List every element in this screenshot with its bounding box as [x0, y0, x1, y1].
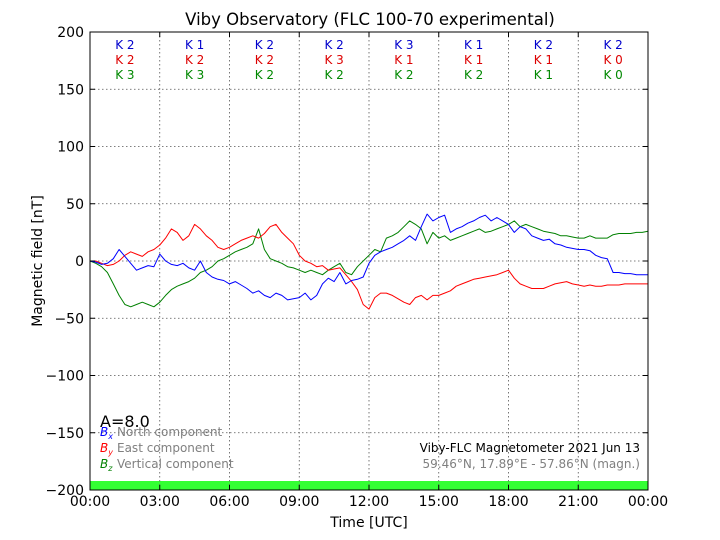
- x-axis-label: Time [UTC]: [329, 515, 407, 531]
- k-index-label: K 1: [534, 53, 553, 67]
- series-line: [89, 220, 649, 308]
- y-tick-labels: −200 −150 −100 −50 0 50 100 150 200: [46, 25, 84, 499]
- y-tick-label: 200: [57, 25, 84, 41]
- grid-lines: [90, 32, 648, 490]
- y-tick-label: −50: [54, 311, 84, 327]
- k-index-label: K 2: [464, 68, 483, 82]
- y-axis-label: Magnetic field [nT]: [30, 195, 46, 327]
- k-index-label: K 2: [534, 38, 553, 52]
- k-index-label: K 2: [324, 38, 343, 52]
- legend-label: Vertical component: [117, 457, 234, 471]
- k-index-label: K 2: [603, 38, 622, 52]
- x-tick-label: 12:00: [349, 494, 389, 510]
- x-tick-label: 18:00: [488, 494, 528, 510]
- k-index-label: K 1: [185, 38, 204, 52]
- series-line: [89, 213, 648, 301]
- y-tick-label: −150: [46, 426, 84, 442]
- k-index-label: K 2: [394, 68, 413, 82]
- k-index-label: K 3: [394, 38, 413, 52]
- k-index-label: K 1: [394, 53, 413, 67]
- x-tick-label: 15:00: [419, 494, 459, 510]
- y-tick-label: 0: [75, 254, 84, 270]
- x-tick-label: 00:00: [628, 494, 668, 510]
- x-tick-label: 00:00: [70, 494, 110, 510]
- y-tick-label: 150: [57, 82, 84, 98]
- x-tick-label: 09:00: [279, 494, 319, 510]
- k-index-label: K 2: [255, 38, 274, 52]
- legend-label: East component: [117, 441, 215, 455]
- x-tick-label: 21:00: [558, 494, 598, 510]
- legend-symbol: By: [100, 441, 113, 457]
- k-index-label: K 2: [115, 38, 134, 52]
- series-line: [90, 223, 648, 310]
- y-tick-label: 50: [66, 197, 84, 213]
- series-lines: [89, 213, 649, 310]
- y-tick-label: 100: [57, 140, 84, 156]
- x-tick-label: 03:00: [140, 494, 180, 510]
- x-tick-labels: 00:00 03:00 06:00 09:00 12:00 15:00 18:00 21:00…: [70, 494, 668, 510]
- k-index-label: K 2: [115, 53, 134, 67]
- k-index-label: K 0: [603, 68, 622, 82]
- legend-label: North component: [117, 425, 223, 439]
- chart-title: Viby Observatory (FLC 100-70 experimenta…: [185, 10, 555, 29]
- k-index-label: K 3: [185, 68, 204, 82]
- a-index-label: A=8.0: [100, 412, 150, 431]
- k-index-label: K 3: [324, 53, 343, 67]
- k-index-label: K 2: [185, 53, 204, 67]
- k-index-label: K 2: [255, 68, 274, 82]
- y-tick-label: −200: [46, 483, 84, 499]
- x-tick-label: 06:00: [209, 494, 249, 510]
- axis-ticks: [89, 31, 649, 491]
- location-annotation: 59.46°N, 17.89°E - 57.86°N (magn.): [423, 457, 640, 471]
- k-index-label: K 2: [255, 53, 274, 67]
- k-index-label: K 3: [115, 68, 134, 82]
- y-tick-label: −100: [46, 369, 84, 385]
- k-index-label: K 1: [534, 68, 553, 82]
- legend-symbol: Bz: [100, 457, 113, 473]
- k-index-label: K 2: [324, 68, 343, 82]
- k-index-label: K 0: [603, 53, 622, 67]
- instrument-annotation: Viby-FLC Magnetometer 2021 Jun 13: [420, 441, 640, 455]
- legend-symbol: Bx: [100, 425, 113, 441]
- k-index-label: K 1: [464, 38, 483, 52]
- legend: Bx North component By East component Bz Verti…: [100, 425, 234, 473]
- k-index-label: K 1: [464, 53, 483, 67]
